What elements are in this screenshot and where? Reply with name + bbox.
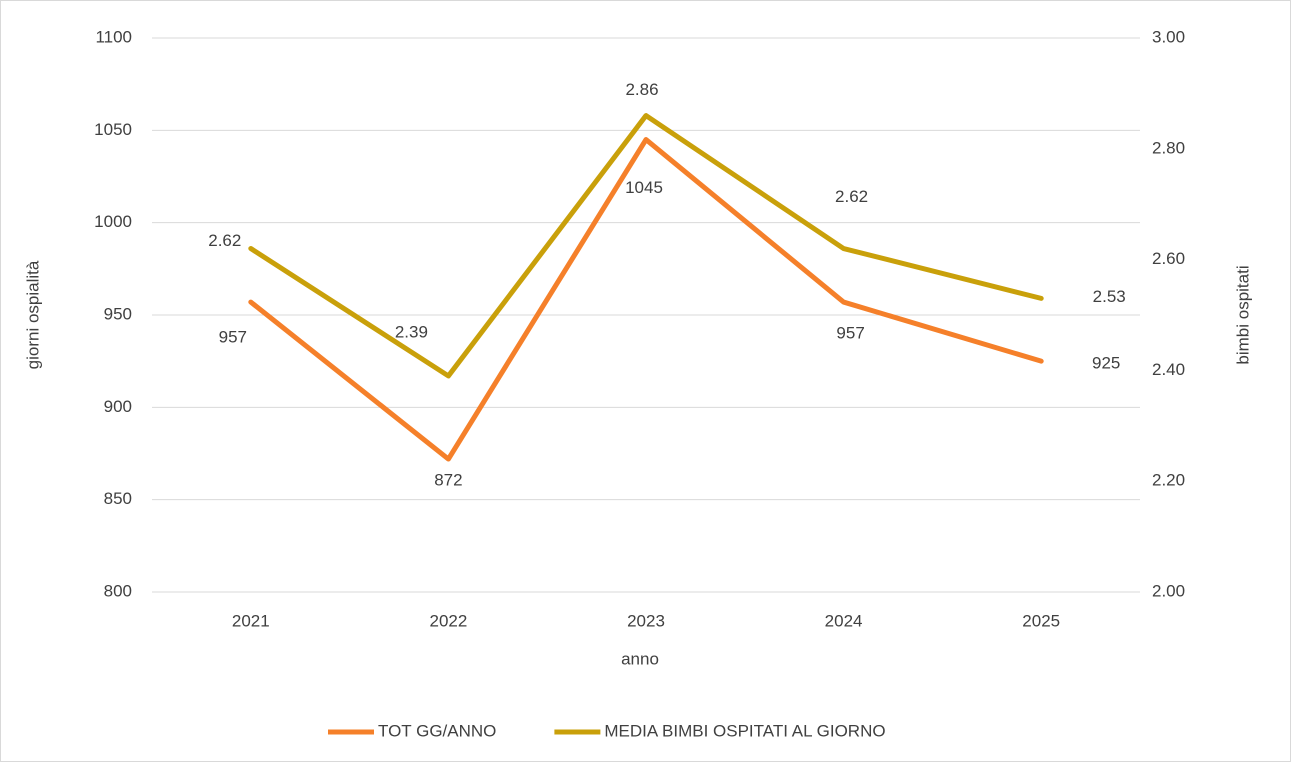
y-tick-label: 900 [104, 397, 132, 416]
x-tick-label: 2021 [232, 611, 270, 630]
data-label: 2.39 [395, 322, 428, 341]
y-axis-title: giorni ospialità [23, 260, 42, 369]
series-line [248, 137, 1044, 462]
data-label: 872 [434, 471, 462, 490]
y-tick-label: 850 [104, 489, 132, 508]
y2-tick-label: 2.20 [1152, 471, 1185, 490]
series-line [248, 113, 1044, 379]
data-label: 2.62 [835, 187, 868, 206]
data-label: 1045 [625, 178, 663, 197]
y2-tick-label: 2.00 [1152, 581, 1185, 600]
data-label: 2.86 [625, 80, 658, 99]
y-tick-label: 1000 [94, 212, 132, 231]
x-axis-title: anno [621, 649, 659, 668]
legend-label: MEDIA BIMBI OSPITATI AL GIORNO [604, 721, 885, 740]
x-tick-label: 2024 [825, 611, 863, 630]
data-label: 2.53 [1093, 287, 1126, 306]
data-label: 957 [836, 324, 864, 343]
y-tick-label: 1100 [95, 27, 132, 46]
data-label: 2.62 [208, 231, 241, 250]
y-tick-label: 800 [104, 581, 132, 600]
legend-label: TOT GG/ANNO [378, 721, 496, 740]
y-tick-label: 950 [104, 304, 132, 323]
y2-tick-label: 2.60 [1152, 249, 1185, 268]
y-tick-label: 1050 [94, 120, 132, 139]
y2-tick-label: 2.80 [1152, 138, 1185, 157]
data-label: 957 [219, 328, 247, 347]
x-tick-label: 2023 [627, 611, 665, 630]
x-tick-label: 2025 [1022, 611, 1060, 630]
x-tick-label: 2022 [429, 611, 467, 630]
y2-tick-label: 2.40 [1152, 360, 1185, 379]
y2-axis-title: bimbi ospitati [1233, 265, 1252, 364]
data-label: 925 [1092, 354, 1120, 373]
y2-tick-label: 3.00 [1152, 27, 1185, 46]
